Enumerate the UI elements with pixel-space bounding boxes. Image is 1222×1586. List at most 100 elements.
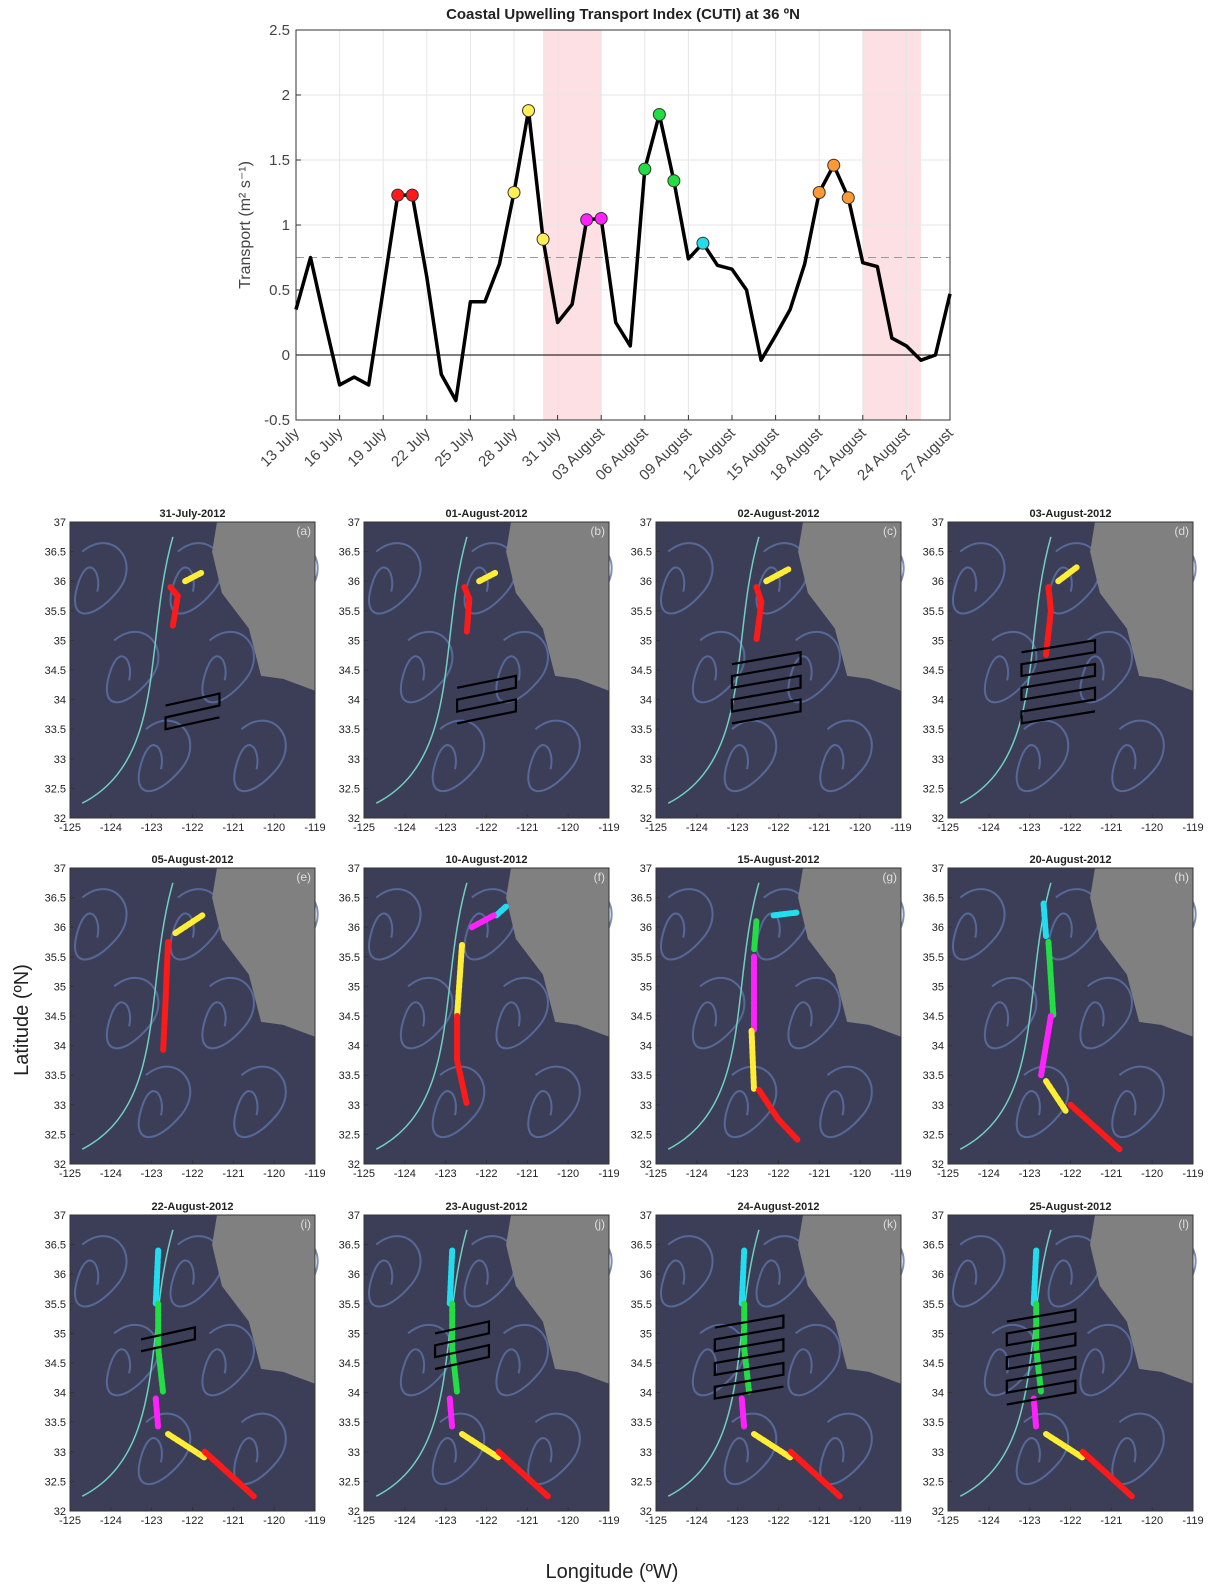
y-tick-label: 35.5: [45, 952, 66, 964]
eddy: [1015, 719, 1070, 793]
eddy: [1015, 1065, 1070, 1139]
eddy: [137, 1065, 192, 1139]
glider-track: [730, 650, 802, 725]
map-panel: 02-August-2012 (c) 32 32.5 33 33.5 34 34.5 35 35.…: [631, 508, 912, 834]
y-tick-label: 32: [640, 1506, 652, 1518]
y-tick-label: 35: [348, 635, 360, 647]
marker: [696, 236, 710, 250]
y-tick-label: 35: [932, 981, 944, 993]
x-tick-label: -119: [1182, 1515, 1203, 1527]
y-tick-label: 33: [54, 1100, 66, 1112]
x-tick-label: -125: [645, 1168, 667, 1180]
y-tick-label: 35.5: [339, 952, 360, 964]
x-tick-label: -124: [394, 1168, 416, 1180]
panel-label: (k): [883, 1217, 897, 1231]
x-tick-label: -124: [978, 1515, 1000, 1527]
marker: [827, 158, 841, 172]
x-tick-label: -120: [557, 822, 579, 834]
x-tick-label: -121: [516, 822, 538, 834]
y-tick-label: 37: [640, 517, 652, 529]
panel-title: 03-August-2012: [1030, 508, 1112, 520]
x-tick-label: -124: [686, 1515, 708, 1527]
y-tick-label: 35.5: [631, 952, 652, 964]
map-panel: 15-August-2012 (g) 32 32.5 33 33.5 34 34.5 35 35.…: [631, 854, 912, 1180]
x-tick-label: -120: [1141, 1515, 1163, 1527]
y-tick-label: 34.5: [631, 1011, 652, 1023]
y-tick-label: 32: [348, 1159, 360, 1171]
front: [375, 536, 468, 804]
eddy: [691, 630, 746, 704]
y-tick-label: 32.5: [339, 783, 360, 795]
y-tick-label: 32: [932, 1506, 944, 1518]
panel-label: (a): [296, 524, 311, 538]
y-tick-label: 36: [640, 576, 652, 588]
y-tick-label: 33.5: [631, 1417, 652, 1429]
particles: [755, 1087, 802, 1144]
x-tick-label: -121: [1100, 1168, 1122, 1180]
y-tick-label: 33: [640, 754, 652, 766]
y-tick-label: 37: [640, 863, 652, 875]
y-tick-label: 37: [54, 863, 66, 875]
y-tick-label: 32: [932, 1159, 944, 1171]
y-tick-label: 34.5: [45, 1358, 66, 1370]
y-tick-label: 34: [54, 695, 66, 707]
particles: [152, 1247, 162, 1307]
y-tick-label: 34: [932, 1041, 944, 1053]
y-tick-label: 33.5: [923, 724, 944, 736]
x-tick-label: -125: [645, 822, 667, 834]
particles: [1055, 563, 1081, 585]
x-tick-label: 28 July: [475, 424, 521, 470]
y-tick-label: 35: [54, 1328, 66, 1340]
y-tick-label: 33.5: [45, 1070, 66, 1082]
x-tick-label: -120: [849, 1168, 871, 1180]
y-tick-label: 36.5: [45, 547, 66, 559]
marker: [507, 186, 521, 199]
y-tick-label: 33: [348, 1447, 360, 1459]
panel-label: (g): [882, 870, 897, 884]
x-tick-label: -125: [353, 822, 375, 834]
x-tick-label: -120: [557, 1168, 579, 1180]
eddy: [1111, 1412, 1165, 1486]
x-tick-label: -125: [937, 1515, 959, 1527]
particles: [1045, 939, 1057, 1019]
eddy: [431, 719, 486, 793]
x-tick-label: -119: [598, 822, 619, 834]
y-tick-label: 37: [932, 1210, 944, 1222]
y-tick-label: 34: [932, 695, 944, 707]
y-tick-label: 1: [282, 217, 290, 234]
particles: [476, 569, 500, 585]
eddy: [691, 1323, 746, 1397]
front: [667, 1229, 760, 1497]
eddy: [983, 976, 1038, 1050]
y-tick-label: 33: [348, 754, 360, 766]
particles: [1067, 1101, 1123, 1153]
land: [506, 1215, 609, 1384]
y-tick-label: 34.5: [631, 665, 652, 677]
y-tick-label: 35: [640, 635, 652, 647]
y-tick-label: 1.5: [269, 152, 290, 169]
map-panel: 20-August-2012 (h) 32 32.5 33 33.5 34 34.5 35 35.…: [923, 854, 1204, 1180]
eddy: [105, 630, 160, 704]
y-tick-label: 32.5: [45, 783, 66, 795]
eddy: [1079, 976, 1133, 1050]
panel-title: 24-August-2012: [738, 1201, 820, 1213]
x-tick-label: -122: [181, 1515, 203, 1527]
y-tick-label: 36: [640, 1269, 652, 1281]
eddy: [368, 542, 422, 615]
marker: [536, 232, 550, 246]
y-tick-label: 32: [640, 813, 652, 825]
y-tick-label: 36: [348, 922, 360, 934]
glider-track: [713, 1314, 785, 1400]
eddy: [691, 976, 746, 1050]
panel-label: (l): [1178, 1217, 1189, 1231]
glider-track: [140, 1326, 197, 1353]
y-tick-label: 36.5: [339, 1240, 360, 1252]
x-tick-label: -121: [222, 822, 244, 834]
particles: [1043, 1431, 1086, 1461]
eddy: [819, 1412, 873, 1486]
land: [798, 868, 901, 1037]
x-tick-label: -119: [598, 1168, 619, 1180]
x-tick-label: -123: [727, 1515, 749, 1527]
y-tick-label: 33: [54, 754, 66, 766]
